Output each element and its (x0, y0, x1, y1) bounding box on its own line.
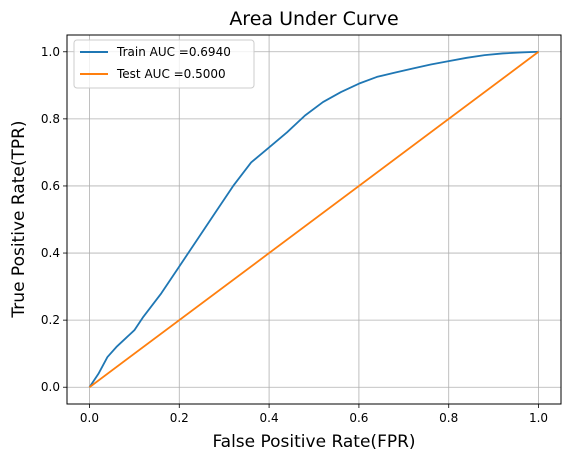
x-tick-label: 0.4 (260, 411, 279, 425)
y-axis-ticks: 0.0 0.2 0.4 0.6 0.8 1.0 (41, 45, 67, 394)
legend-label-test: Test AUC =0.5000 (116, 67, 226, 81)
test-roc-line (88, 51, 540, 388)
y-tick-label: 0.4 (41, 246, 60, 260)
grid (67, 35, 561, 404)
x-tick-label: 0.2 (170, 411, 189, 425)
y-tick-label: 0.0 (41, 380, 60, 394)
x-axis-label: False Positive Rate(FPR) (212, 432, 415, 452)
y-tick-label: 0.6 (41, 179, 60, 193)
series-lines (88, 50, 540, 388)
legend-label-train: Train AUC =0.6940 (116, 45, 231, 59)
legend-box (73, 39, 255, 89)
y-tick-label: 0.2 (41, 313, 60, 327)
chart-title: Area Under Curve (229, 8, 398, 30)
y-axis-label: True Positive Rate(TPR) (9, 120, 29, 318)
train-roc-line (88, 50, 539, 388)
legend: Train AUC =0.6940 Test AUC =0.5000 (73, 39, 255, 89)
x-tick-label: 1.0 (529, 411, 548, 425)
plot-area: 0.0 0.2 0.4 0.6 0.8 1.0 0.0 0.2 0.4 0.6 0.8 1.0 (41, 34, 562, 425)
y-tick-label: 1.0 (41, 45, 60, 59)
y-tick-label: 0.8 (41, 112, 60, 126)
x-tick-label: 0.8 (439, 411, 458, 425)
x-tick-label: 0.0 (80, 411, 99, 425)
x-tick-label: 0.6 (349, 411, 368, 425)
x-axis-ticks: 0.0 0.2 0.4 0.6 0.8 1.0 (80, 404, 548, 425)
axes-frame (66, 34, 562, 405)
